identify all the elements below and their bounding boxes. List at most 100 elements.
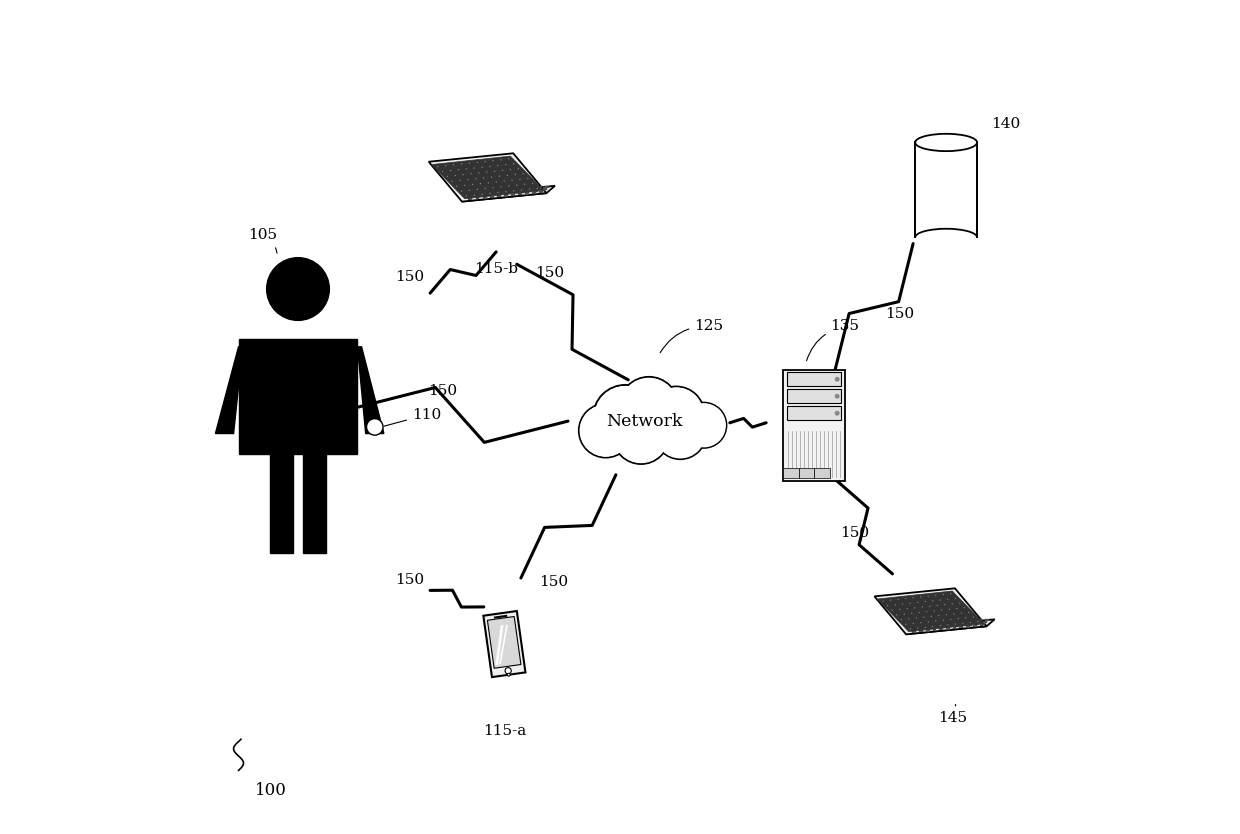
Bar xyxy=(486,190,490,193)
Text: 150: 150 xyxy=(839,526,869,540)
Bar xyxy=(983,620,987,623)
Bar xyxy=(915,624,919,626)
Circle shape xyxy=(947,624,949,626)
Circle shape xyxy=(620,377,678,436)
Bar xyxy=(482,196,486,198)
Bar xyxy=(945,620,949,622)
Circle shape xyxy=(925,626,926,628)
Circle shape xyxy=(883,600,884,601)
Circle shape xyxy=(537,188,538,189)
Bar xyxy=(970,621,973,624)
Circle shape xyxy=(505,191,506,193)
Circle shape xyxy=(957,618,959,620)
Circle shape xyxy=(947,599,949,600)
Bar xyxy=(784,369,844,481)
Circle shape xyxy=(899,609,900,610)
Text: 115-a: 115-a xyxy=(482,724,526,738)
Circle shape xyxy=(911,613,913,614)
Circle shape xyxy=(925,601,926,602)
Circle shape xyxy=(532,183,533,184)
Bar xyxy=(986,619,990,621)
Circle shape xyxy=(942,594,944,595)
Circle shape xyxy=(490,193,491,194)
Bar xyxy=(939,628,942,631)
Circle shape xyxy=(491,176,492,178)
Ellipse shape xyxy=(915,133,977,151)
Bar xyxy=(475,197,480,199)
Circle shape xyxy=(459,179,460,181)
Bar xyxy=(950,622,954,625)
Bar xyxy=(924,620,928,622)
Circle shape xyxy=(935,620,936,621)
Circle shape xyxy=(476,188,479,190)
Circle shape xyxy=(921,606,923,608)
Circle shape xyxy=(913,623,914,624)
Circle shape xyxy=(511,179,512,181)
Bar xyxy=(813,468,830,478)
Circle shape xyxy=(486,172,487,173)
Circle shape xyxy=(926,611,928,612)
Circle shape xyxy=(579,404,632,458)
Polygon shape xyxy=(429,153,547,202)
Circle shape xyxy=(965,617,966,619)
Bar xyxy=(477,193,481,196)
Text: 145: 145 xyxy=(937,705,967,726)
Circle shape xyxy=(492,187,494,188)
Bar xyxy=(474,187,477,189)
Bar xyxy=(947,625,951,627)
Circle shape xyxy=(475,178,476,179)
Bar xyxy=(955,625,959,626)
Polygon shape xyxy=(874,588,987,635)
Bar xyxy=(932,629,936,631)
Circle shape xyxy=(919,612,920,613)
Text: 135: 135 xyxy=(806,319,859,360)
Circle shape xyxy=(615,409,667,463)
Circle shape xyxy=(464,184,465,186)
Bar xyxy=(951,620,955,622)
Bar xyxy=(952,626,956,629)
Bar xyxy=(494,189,497,192)
Bar xyxy=(523,186,527,188)
Bar xyxy=(968,623,972,626)
Bar xyxy=(965,620,968,621)
Circle shape xyxy=(498,175,500,177)
Bar xyxy=(541,189,546,192)
Circle shape xyxy=(932,626,934,627)
Bar xyxy=(787,389,841,404)
Polygon shape xyxy=(303,455,326,553)
Text: 140: 140 xyxy=(992,117,1021,131)
Circle shape xyxy=(650,388,703,441)
Bar xyxy=(966,626,970,628)
Bar xyxy=(532,192,536,194)
Bar xyxy=(914,627,918,630)
Bar xyxy=(517,186,521,188)
Text: 150: 150 xyxy=(394,269,424,284)
Circle shape xyxy=(950,593,951,595)
Circle shape xyxy=(956,608,957,609)
Circle shape xyxy=(465,168,467,169)
Bar xyxy=(518,193,522,195)
Bar xyxy=(919,630,923,632)
Circle shape xyxy=(521,189,522,191)
Text: 125: 125 xyxy=(660,319,723,353)
Circle shape xyxy=(950,619,951,620)
Bar xyxy=(472,191,476,193)
Circle shape xyxy=(656,409,704,458)
Circle shape xyxy=(461,190,463,192)
Bar xyxy=(546,185,549,188)
Bar xyxy=(513,191,517,193)
Bar xyxy=(502,187,506,188)
Circle shape xyxy=(655,408,706,459)
Bar xyxy=(498,192,502,194)
Circle shape xyxy=(939,615,940,616)
Circle shape xyxy=(968,611,970,613)
Circle shape xyxy=(955,598,956,599)
Bar xyxy=(507,189,512,191)
Circle shape xyxy=(905,624,906,625)
Text: 150: 150 xyxy=(394,573,424,587)
Circle shape xyxy=(480,183,481,184)
Circle shape xyxy=(963,607,965,608)
Text: 100: 100 xyxy=(255,782,286,799)
Circle shape xyxy=(500,159,502,160)
Bar xyxy=(501,189,505,192)
